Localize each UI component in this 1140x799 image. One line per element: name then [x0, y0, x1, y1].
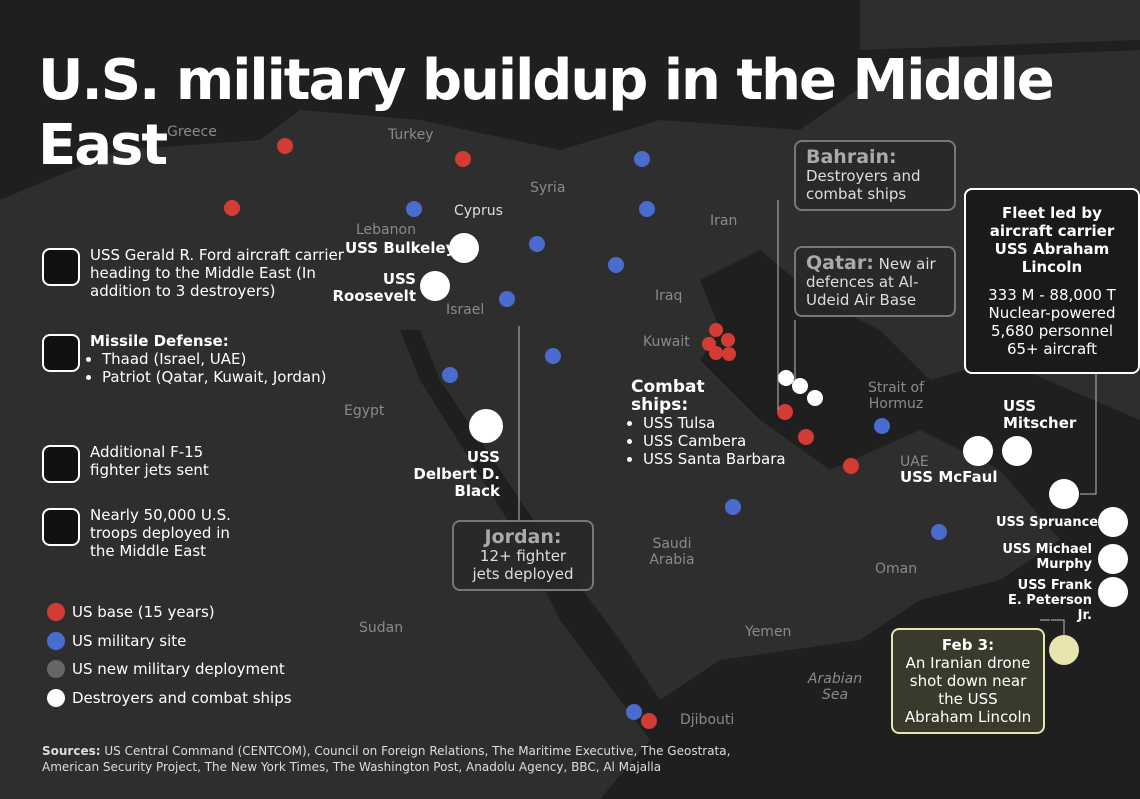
combat-item: USS Santa Barbara	[643, 450, 811, 468]
key-item: Nearly 50,000 U.S. troops deployed in th…	[42, 506, 240, 560]
sources-text: US Central Command (CENTCOM), Council on…	[42, 744, 731, 774]
place-label: Djibouti	[680, 712, 735, 728]
callout-title: Feb 3:	[941, 636, 995, 654]
leader-lines	[518, 200, 1097, 635]
ship-label: USS Delbert D. Black	[413, 448, 500, 500]
ship-label: USS Mitscher	[1003, 397, 1077, 432]
callout-title: Bahrain:	[806, 146, 897, 168]
bases	[224, 138, 947, 729]
ship-label: USS McFaul	[900, 468, 998, 486]
combat-ships: Combat ships: USS TulsaUSS CamberaUSS Sa…	[631, 378, 811, 468]
place-label: Iran	[710, 213, 738, 229]
callout-title: Jordan:	[484, 526, 562, 548]
callout-bahrain: Bahrain: Destroyers and combat ships	[794, 140, 956, 211]
place-label: Yemen	[745, 624, 792, 640]
place-label: Turkey	[388, 127, 434, 143]
fleet-line: Nuclear-powered	[988, 304, 1116, 322]
fleet-line: 65+ aircraft	[1006, 340, 1098, 358]
callout-title: Fleet led by aircraft carrier USS Abraha…	[989, 204, 1115, 276]
sources-label: Sources:	[42, 744, 101, 758]
place-label: Lebanon	[356, 222, 416, 238]
place-label: Arabian Sea	[807, 671, 863, 703]
callout-title: Qatar:	[806, 252, 874, 274]
place-label: Sudan	[359, 620, 404, 636]
legend-entry: US military site	[72, 632, 187, 650]
key-item: USS Gerald R. Ford aircraft carrier head…	[42, 246, 350, 300]
place-label: Oman	[875, 561, 918, 577]
callout-text: Destroyers and combat ships	[806, 167, 921, 203]
key-text: Additional F-15 fighter jets sent	[90, 443, 209, 479]
key-text: Patriot (Qatar, Kuwait, Jordan)	[102, 368, 350, 386]
place-label: Greece	[167, 124, 217, 140]
key-text: Nearly 50,000 U.S. troops deployed in th…	[90, 506, 231, 560]
key-item: Additional F-15 fighter jets sent	[42, 443, 220, 483]
place-label: UAE	[900, 454, 929, 470]
place-label: Israel	[446, 302, 485, 318]
place-label: Saudi Arabia	[649, 536, 695, 568]
combat-item: USS Cambera	[643, 432, 811, 450]
key-item: Missile Defense:Thaad (Israel, UAE)Patri…	[42, 332, 350, 386]
legend-icons	[47, 603, 65, 707]
sources: Sources: US Central Command (CENTCOM), C…	[42, 743, 742, 775]
callout-fleet: Fleet led by aircraft carrier USS Abraha…	[964, 188, 1140, 374]
ship-icons	[420, 233, 1128, 665]
ship-label: USS Bulkeley	[345, 239, 456, 257]
key-text: Thaad (Israel, UAE)	[102, 350, 350, 368]
ship-label: USS Roosevelt	[332, 270, 416, 305]
callout-text: An Iranian drone shot down near the USS …	[904, 654, 1032, 726]
combat-item: USS Tulsa	[643, 414, 811, 432]
key-text: USS Gerald R. Ford aircraft carrier head…	[90, 246, 344, 300]
ship-label: USS Michael Murphy	[1002, 542, 1092, 572]
place-label: Strait of Hormuz	[867, 380, 925, 412]
place-label: Egypt	[344, 403, 385, 419]
place-label: Syria	[530, 180, 566, 196]
fleet-line: 333 M - 88,000 T	[988, 286, 1116, 304]
legend-entry: Destroyers and combat ships	[72, 689, 292, 707]
title: U.S. military buildup in the Middle East	[38, 48, 1055, 178]
combat-title: Combat ships:	[631, 377, 705, 415]
callout-feb3: Feb 3: An Iranian drone shot down near th…	[891, 628, 1045, 734]
fleet-line: 5,680 personnel	[990, 322, 1114, 340]
place-label: Iraq	[655, 288, 683, 304]
callout-jordan: Jordan: 12+ fighter jets deployed	[452, 520, 594, 591]
ship-label: USS Spruance	[996, 515, 1099, 530]
legend-entry: US base (15 years)	[72, 603, 215, 621]
ship-label: USS Frank E. Peterson Jr.	[1007, 578, 1092, 623]
callout-text: 12+ fighter jets deployed	[472, 547, 574, 583]
place-label: Cyprus	[454, 203, 503, 219]
callout-qatar: Qatar: New air defences at Al-Udeid Air …	[794, 246, 956, 317]
callout-text: New air defences at Al-Udeid Air Base	[806, 255, 936, 309]
key-title: Missile Defense:	[90, 332, 229, 350]
legend-entry: US new military deployment	[72, 660, 285, 678]
place-label: Kuwait	[643, 334, 690, 350]
